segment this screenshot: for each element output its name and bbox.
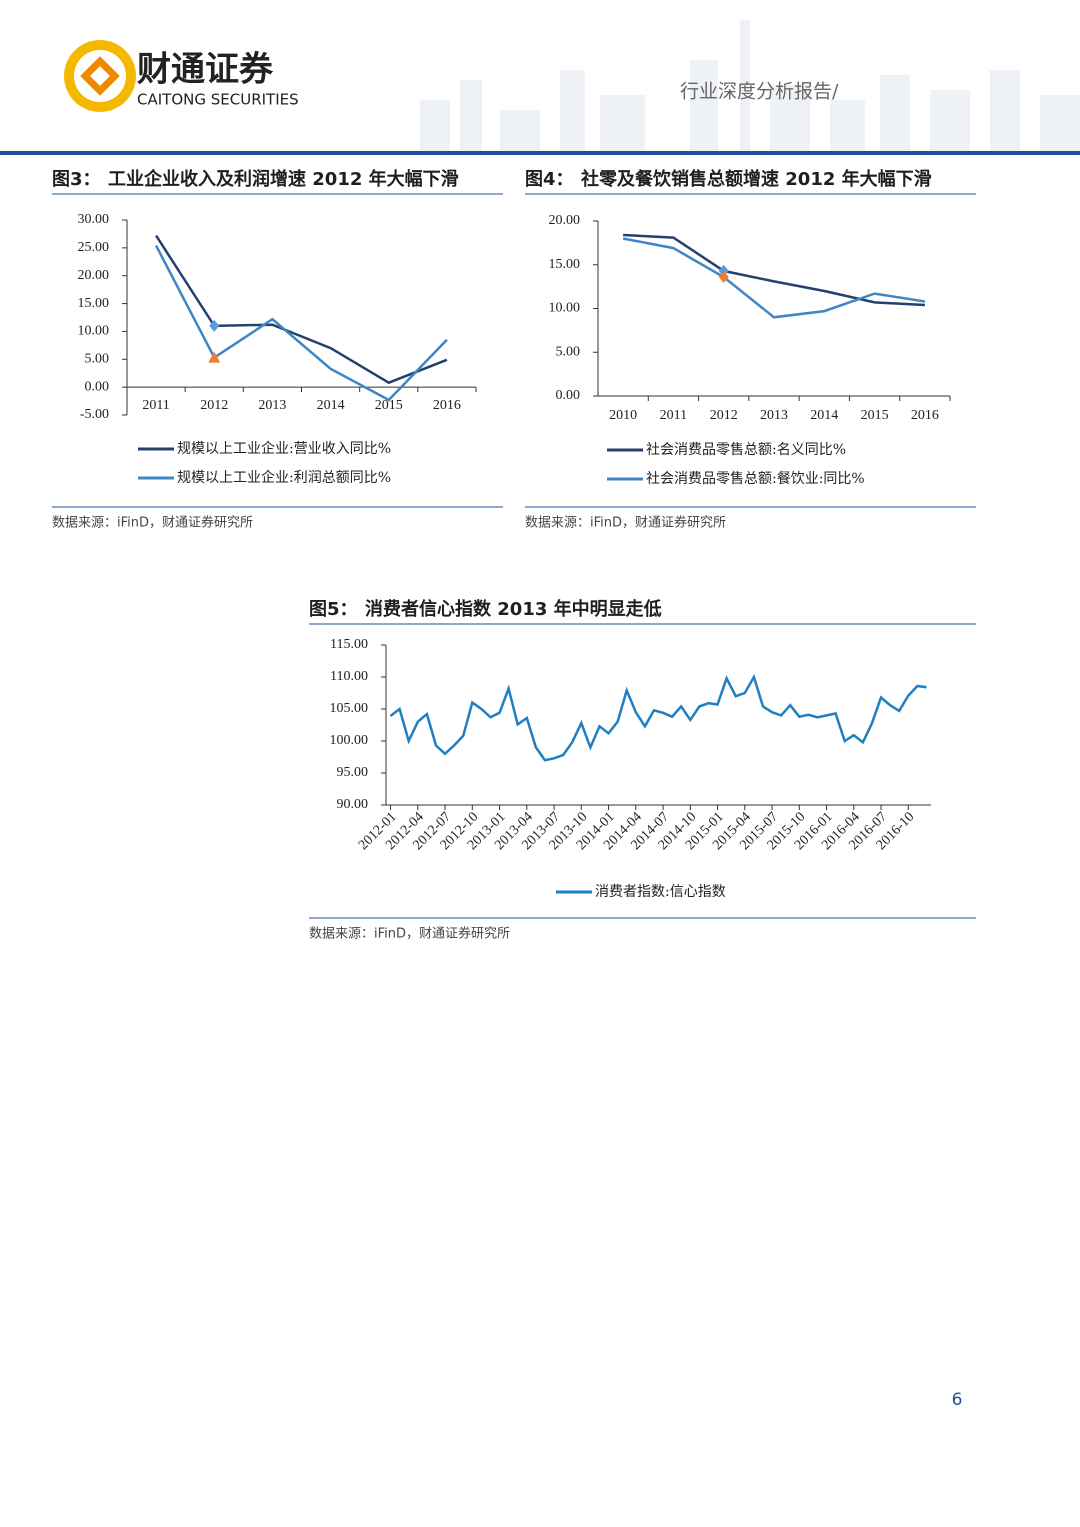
report-type: 行业深度分析报告/ bbox=[680, 81, 839, 103]
brand: 财通证券 bbox=[137, 50, 274, 90]
logo bbox=[64, 40, 136, 112]
y-tick-label: 0.00 bbox=[556, 388, 581, 403]
skyline bbox=[420, 20, 1080, 152]
y-tick-label: 5.00 bbox=[85, 352, 110, 367]
y-tick-label: 110.00 bbox=[330, 669, 368, 684]
x-tick-label: 2014 bbox=[810, 408, 838, 423]
y-tick-label: 25.00 bbox=[78, 240, 110, 255]
legend-label: 社会消费品零售总额:名义同比% bbox=[646, 442, 846, 458]
y-tick-label: 105.00 bbox=[330, 701, 369, 716]
x-tick-label: 2016 bbox=[911, 408, 939, 423]
figure-label: 图5： bbox=[309, 599, 358, 620]
y-tick-label: 20.00 bbox=[549, 213, 581, 228]
y-tick-label: 10.00 bbox=[549, 301, 581, 316]
highlight-marker bbox=[208, 351, 221, 363]
figure-title: 工业企业收入及利润增速 2012 年大幅下滑 bbox=[108, 168, 459, 190]
y-tick-label: 5.00 bbox=[556, 344, 581, 359]
highlight-marker bbox=[718, 264, 729, 277]
y-tick-label: 15.00 bbox=[549, 257, 581, 272]
x-tick-label: 2012 bbox=[710, 408, 738, 423]
x-tick-label: 2015 bbox=[861, 408, 889, 423]
page-number: 6 bbox=[952, 1390, 963, 1410]
x-tick-label: 2011 bbox=[142, 398, 169, 413]
y-tick-label: 90.00 bbox=[337, 797, 369, 812]
y-tick-label: 95.00 bbox=[337, 765, 369, 780]
source: 数据来源：iFinD，财通证券研究所 bbox=[52, 515, 253, 531]
x-tick-label: 2012 bbox=[200, 398, 228, 413]
header-rule bbox=[0, 151, 1080, 155]
y-tick-label: 10.00 bbox=[78, 324, 110, 339]
x-tick-label: 2013 bbox=[760, 408, 788, 423]
series-line bbox=[623, 233, 925, 307]
figure-title: 社零及餐饮销售总额增速 2012 年大幅下滑 bbox=[581, 168, 932, 190]
figure-label: 图4： bbox=[525, 169, 574, 190]
legend-label: 规模以上工业企业:营业收入同比% bbox=[177, 440, 391, 457]
y-tick-label: 0.00 bbox=[85, 379, 110, 394]
figure-title: 消费者信心指数 2013 年中明显走低 bbox=[365, 598, 662, 620]
figure-label: 图3： bbox=[52, 169, 101, 190]
legend-label: 消费者指数:信心指数 bbox=[595, 884, 726, 900]
y-tick-label: 30.00 bbox=[78, 212, 110, 227]
highlight-marker bbox=[718, 271, 729, 283]
series-line bbox=[155, 234, 448, 385]
source: 数据来源：iFinD，财通证券研究所 bbox=[309, 926, 510, 942]
y-tick-label: 15.00 bbox=[78, 296, 110, 311]
x-tick-label: 2014 bbox=[317, 398, 345, 413]
x-tick-label: 2010 bbox=[609, 408, 637, 423]
highlight-marker bbox=[209, 319, 220, 332]
brand-en: CAITONG SECURITIES bbox=[137, 91, 299, 109]
series-line bbox=[622, 237, 926, 319]
x-tick-label: 2013 bbox=[258, 398, 286, 413]
series-line bbox=[154, 245, 448, 402]
x-tick-label: 2011 bbox=[660, 408, 687, 423]
legend-label: 社会消费品零售总额:餐饮业:同比% bbox=[646, 471, 865, 487]
x-tick-label: 2016 bbox=[433, 398, 461, 413]
x-tick-label: 2015 bbox=[375, 398, 403, 413]
source: 数据来源：iFinD，财通证券研究所 bbox=[525, 515, 726, 531]
y-tick-label: 100.00 bbox=[330, 733, 369, 748]
legend-label: 规模以上工业企业:利润总额同比% bbox=[177, 469, 391, 486]
series-line bbox=[389, 673, 927, 762]
y-tick-label: 115.00 bbox=[330, 637, 368, 652]
y-tick-label: -5.00 bbox=[80, 407, 109, 422]
y-tick-label: 20.00 bbox=[78, 268, 110, 283]
